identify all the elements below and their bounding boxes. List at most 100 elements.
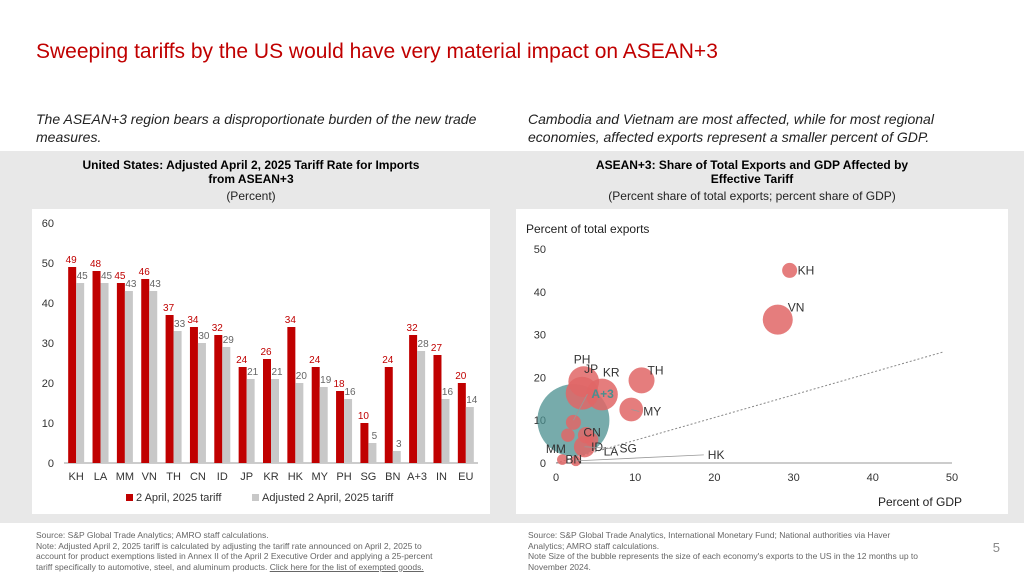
x-tick-label: MM <box>116 471 134 483</box>
bar-adjusted <box>295 383 304 463</box>
bar-tariff <box>384 367 393 463</box>
y-tick-label: 50 <box>42 258 54 270</box>
left-subhead: The ASEAN+3 region bears a disproportion… <box>36 111 477 145</box>
bubble-cn <box>565 414 581 430</box>
bar-data-label: 3 <box>396 439 402 450</box>
bar-tariff <box>433 355 442 463</box>
legend-swatch <box>252 494 259 501</box>
legend-label: 2 April, 2025 tariff <box>136 492 222 504</box>
point-label: MY <box>643 405 661 419</box>
bar-data-label: 16 <box>344 387 356 398</box>
bar-data-label: 30 <box>198 331 210 342</box>
scatter-chart-area: 0102030405001020304050Percent of total e… <box>516 209 1008 514</box>
point-label: HK <box>708 448 725 462</box>
leader-line <box>575 454 704 462</box>
x-tick-label: IN <box>436 471 447 483</box>
bar-tariff <box>68 267 77 463</box>
x-tick-label: HK <box>288 471 304 483</box>
left-chart-title-line-2: from ASEAN+3 <box>208 172 294 186</box>
bar-tariff <box>116 283 125 463</box>
bar-adjusted <box>76 283 85 463</box>
bar-adjusted <box>417 351 426 463</box>
x-tick-label: 20 <box>708 472 720 484</box>
bar-tariff <box>287 327 296 463</box>
x-tick-label: SG <box>360 471 376 483</box>
right-note-line-2: Analytics; AMRO staff calculations. <box>528 540 660 551</box>
y-tick-label: 30 <box>42 338 54 350</box>
x-tick-label: LA <box>94 471 108 483</box>
point-label: VN <box>788 301 805 315</box>
y-tick-label: 30 <box>534 330 546 342</box>
bar-adjusted <box>465 407 474 463</box>
bar-tariff <box>360 423 369 463</box>
bar-chart-area: 0 10 20 30 40 50 60 49 45 KH 48 45 LA 45 43 MM 46 43 VN 37 3… <box>32 209 490 514</box>
left-notes: Source: S&P Global Trade Analytics; AMRO… <box>36 530 506 572</box>
x-tick-label: KH <box>69 471 84 483</box>
bar-tariff <box>238 367 247 463</box>
x-tick-label: JP <box>240 471 253 483</box>
x-tick-label: EU <box>458 471 473 483</box>
bar-data-label: 19 <box>320 375 332 386</box>
x-tick-label: MY <box>311 471 328 483</box>
legend-swatch <box>126 494 133 501</box>
x-axis-title: Percent of GDP <box>878 495 962 509</box>
bar-adjusted <box>319 387 328 463</box>
x-tick-label: 0 <box>553 472 559 484</box>
x-tick-label: 40 <box>867 472 879 484</box>
y-tick-label: 0 <box>48 458 54 470</box>
left-note-line-3: account for product exemptions listed in… <box>36 551 433 561</box>
bubble-bn <box>557 454 568 465</box>
bar-tariff <box>263 359 271 463</box>
bar-data-label: 49 <box>66 255 78 266</box>
y-tick-label: 10 <box>42 418 54 430</box>
point-label: PH <box>574 353 591 367</box>
bar-adjusted <box>246 379 255 463</box>
bar-data-label: 45 <box>114 271 126 282</box>
x-tick-label: KR <box>263 471 278 483</box>
trend-line <box>555 351 945 464</box>
point-label: TH <box>648 363 664 377</box>
bar-data-label: 28 <box>418 339 430 350</box>
right-chart-subtitle: (Percent share of total exports; percent… <box>608 189 896 203</box>
bar-adjusted <box>392 451 401 463</box>
bar-data-label: 33 <box>174 319 186 330</box>
scatter-chart: 0102030405001020304050Percent of total e… <box>526 222 962 509</box>
x-tick-label: ID <box>217 471 228 483</box>
bar-adjusted <box>368 443 377 463</box>
exempted-goods-link[interactable]: Click here for the list of exempted good… <box>269 561 424 572</box>
point-label: KH <box>798 263 815 277</box>
bar-data-label: 24 <box>309 355 321 366</box>
bar-data-label: 20 <box>455 371 467 382</box>
legend-label: Adjusted 2 April, 2025 tariff <box>262 492 394 504</box>
right-chart-title-line-1: ASEAN+3: Share of Total Exports and GDP … <box>595 158 909 172</box>
bar-data-label: 37 <box>163 303 175 314</box>
x-tick-label: PH <box>336 471 351 483</box>
right-chart-title-line-2: Effective Tariff <box>710 172 794 186</box>
bar-data-label: 46 <box>139 267 151 278</box>
bar-data-label: 18 <box>333 379 345 390</box>
bar-data-label: 27 <box>431 343 443 354</box>
bar-data-label: 43 <box>150 279 162 290</box>
bar-data-label: 29 <box>223 335 235 346</box>
y-axis-title: Percent of total exports <box>526 222 649 236</box>
bar-data-label: 34 <box>285 315 297 326</box>
x-tick-label: CN <box>190 471 206 483</box>
bar-adjusted <box>222 347 231 463</box>
bar-adjusted <box>441 399 450 463</box>
leader-line <box>573 394 588 421</box>
point-label: JP <box>584 362 598 376</box>
bubble-hk <box>570 455 582 467</box>
bar-data-label: 24 <box>382 355 394 366</box>
left-note-line-2: Note: Adjusted April 2, 2025 tariff is c… <box>36 540 422 551</box>
y-tick-label: 60 <box>42 218 54 230</box>
right-note-line-1: Source: S&P Global Trade Analytics, Inte… <box>528 530 891 540</box>
y-tick-label: 40 <box>42 298 54 310</box>
bar-data-label: 16 <box>442 387 454 398</box>
bubble-mm <box>561 428 575 442</box>
point-label: A+3 <box>591 387 614 401</box>
bar-adjusted <box>149 291 158 463</box>
bar-tariff <box>165 315 174 463</box>
bar-adjusted <box>271 379 279 463</box>
y-tick-label: 50 <box>534 244 546 256</box>
point-label: KR <box>603 366 620 380</box>
